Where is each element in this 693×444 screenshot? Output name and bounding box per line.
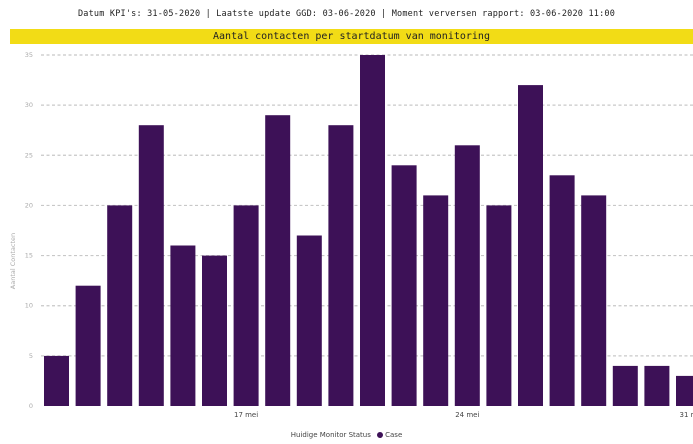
bar-4[interactable] (170, 245, 196, 407)
report-info-header: Datum KPI's: 31-05-2020 | Laatste update… (77, 9, 616, 19)
bar-17[interactable] (581, 195, 607, 406)
y-axis-label: Aantal Contacten (9, 233, 17, 289)
bar-8[interactable] (296, 235, 322, 407)
chart-title: Aantal contacten per startdatum van moni… (10, 29, 693, 44)
bar-16[interactable] (549, 175, 575, 406)
bar-7[interactable] (265, 115, 291, 406)
y-axis-ticks: 0 5 10 15 20 25 30 35 (25, 51, 33, 410)
bar-6[interactable] (233, 205, 259, 406)
y-tick-label: 35 (25, 51, 33, 59)
legend-case-marker (377, 432, 384, 438)
bar-1[interactable] (75, 285, 101, 406)
bar-15[interactable] (518, 85, 543, 406)
y-tick-label: 30 (25, 101, 33, 109)
bar-9[interactable] (328, 125, 354, 406)
bar-11[interactable] (391, 165, 417, 406)
bar-0[interactable] (44, 355, 69, 406)
legend-title: Huidige Monitor Status (290, 431, 371, 439)
y-tick-label: 15 (25, 252, 33, 260)
legend-item-case[interactable]: Case (385, 431, 403, 439)
bar-chart: 0 5 10 15 20 25 30 35 Aantal Contacten 17 mei 24… (9, 51, 693, 419)
y-tick-label: 10 (25, 302, 33, 310)
y-tick-label: 5 (29, 352, 33, 360)
y-tick-label: 0 (29, 402, 33, 410)
y-tick-label: 20 (25, 201, 33, 209)
legend: Huidige Monitor Status Case (0, 428, 693, 442)
bar-12[interactable] (423, 195, 449, 406)
x-axis-ticks: 17 mei 24 mei 31 m (234, 411, 693, 419)
bar-14[interactable] (486, 205, 512, 406)
bar-2[interactable] (107, 205, 133, 406)
bar-18[interactable] (612, 365, 638, 406)
bar-13[interactable] (454, 145, 480, 407)
bar-19[interactable] (644, 365, 670, 406)
bar-20[interactable] (676, 375, 693, 406)
x-tick-label: 17 mei (234, 411, 258, 419)
bars[interactable] (44, 55, 693, 407)
x-tick-label: 24 mei (455, 411, 479, 419)
bar-3[interactable] (138, 125, 164, 406)
bar-5[interactable] (202, 255, 227, 406)
bar-10[interactable] (360, 55, 385, 406)
x-tick-label: 31 m (680, 411, 693, 419)
y-tick-label: 25 (25, 151, 33, 159)
